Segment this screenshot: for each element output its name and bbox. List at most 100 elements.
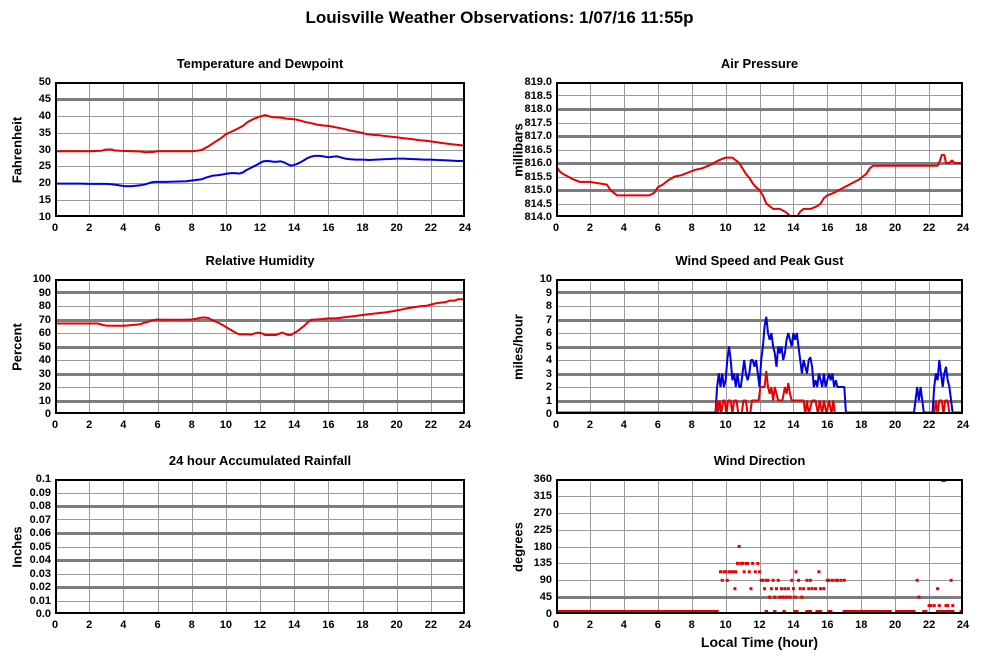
relative-humidity-series-humidity [55,298,465,336]
relative-humidity-xtick-label: 14 [288,419,301,431]
temperature-dewpoint-ytick-label: 40 [38,109,51,122]
accumulated-rainfall-ytick-label: 0.1 [35,473,51,485]
relative-humidity-ytick-label: 10 [38,394,51,407]
relative-humidity-ytick-label: 60 [38,327,51,339]
wind-direction-xtick-label: 8 [688,619,695,631]
air-pressure-ytick-label: 814.5 [524,197,552,210]
accumulated-rainfall-xtick-label: 8 [188,619,195,631]
relative-humidity-xtick-label: 24 [458,419,472,431]
wind-speed-peak-gust-ytick-label: 9 [545,286,552,299]
wind-speed-peak-gust-ytick-label: 10 [539,273,552,285]
air-pressure-ytick-label: 817.0 [524,130,552,142]
wind-direction-ytick-label: 135 [533,557,552,570]
air-pressure-ytick-label: 818.5 [524,89,552,102]
relative-humidity-xtick-label: 0 [51,419,59,431]
wind-direction-xtick-label: 2 [586,619,593,631]
relative-humidity-ytick-label: 90 [38,286,51,299]
air-pressure-xtick-label: 20 [889,222,902,234]
wind-direction-xtick-label: 12 [753,619,766,631]
temperature-dewpoint-ytick-label: 15 [38,194,51,207]
wind-speed-peak-gust-xtick-label: 18 [855,419,868,431]
air-pressure-xtick-label: 16 [821,222,834,234]
accumulated-rainfall-xtick-label: 4 [120,619,127,631]
wind-direction-ytick-label: 360 [533,473,552,485]
wind-direction-ytick-label: 180 [533,540,552,553]
accumulated-rainfall-xtick-label: 14 [288,619,301,631]
accumulated-rainfall-xtick-label: 2 [86,619,93,631]
temperature-dewpoint-plot-area [55,82,465,217]
wind-speed-peak-gust-ytick-label: 6 [545,327,552,339]
wind-direction-ytick-label: 90 [539,574,552,587]
wind-speed-peak-gust-xtick-label: 6 [654,419,661,431]
temperature-dewpoint-xtick-label: 14 [288,222,301,234]
accumulated-rainfall-ytick-label: 0.04 [29,554,51,566]
air-pressure-title: Air Pressure [720,56,799,71]
accumulated-rainfall-xtick-label: 18 [356,619,369,631]
accumulated-rainfall-xtick-label: 24 [458,619,472,631]
air-pressure-xtick-label: 0 [552,222,560,234]
relative-humidity-ytick-label: 50 [38,340,51,353]
temperature-dewpoint-xtick-label: 18 [356,222,369,234]
wind-direction-xtick-label: 22 [922,619,936,631]
relative-humidity-xtick-label: 10 [219,419,232,431]
air-pressure-ytick-label: 816.5 [524,143,552,156]
wind-speed-peak-gust-series-peak-gust [556,316,963,414]
wind-speed-peak-gust-ytick-label: 2 [545,381,552,393]
relative-humidity-ytick-label: 20 [38,381,51,393]
relative-humidity-xtick-label: 16 [322,419,335,431]
wind-direction-xtick-label: 18 [855,619,868,631]
wind-direction-ytick-label: 45 [539,591,552,604]
wind-direction-ytick-label: 270 [533,506,552,519]
wind-direction-xtick-label: 6 [654,619,661,631]
accumulated-rainfall-ytick-label: 0.05 [29,540,51,553]
temperature-dewpoint-xtick-label: 6 [154,222,161,234]
wind-speed-peak-gust-xtick-label: 2 [586,419,593,431]
temperature-dewpoint-xtick-label: 4 [120,222,127,234]
accumulated-rainfall-xtick-label: 16 [322,619,335,631]
temperature-dewpoint-ytick-label: 45 [38,92,51,105]
air-pressure-plot-area [556,82,963,217]
wind-speed-peak-gust-xtick-label: 24 [956,419,970,431]
air-pressure-xtick-label: 8 [688,222,695,234]
wind-speed-peak-gust-title: Wind Speed and Peak Gust [675,253,844,268]
wind-direction-xtick-label: 4 [620,619,627,631]
temperature-dewpoint-ytick-label: 50 [38,76,51,88]
accumulated-rainfall-xtick-label: 10 [219,619,232,631]
relative-humidity-ytick-label: 0 [44,408,51,420]
air-pressure-ytick-label: 814.0 [524,211,552,223]
accumulated-rainfall-xtick-label: 22 [424,619,437,631]
air-pressure-ytick-label: 817.5 [524,116,552,129]
temperature-dewpoint-xtick-label: 2 [86,222,93,234]
air-pressure-ytick-label: 816.0 [524,157,552,169]
accumulated-rainfall-ytick-label: 0.02 [29,581,51,593]
wind-direction-xtick-label: 24 [956,619,970,631]
wind-speed-peak-gust-xtick-label: 4 [620,419,627,431]
air-pressure-xtick-label: 14 [787,222,800,234]
temperature-dewpoint-ytick-label: 25 [38,160,51,173]
temperature-dewpoint-xtick-label: 20 [390,222,403,234]
wind-direction-ytick-label: 315 [533,489,552,502]
accumulated-rainfall-ytick-label: 0.08 [29,500,51,512]
temperature-dewpoint-ytick-label: 20 [38,177,51,190]
wind-direction-xtick-label: 14 [787,619,800,631]
wind-speed-peak-gust-xtick-label: 10 [719,419,732,431]
accumulated-rainfall-title: 24 hour Accumulated Rainfall [168,453,352,468]
accumulated-rainfall-xtick-label: 20 [390,619,403,631]
air-pressure-xtick-label: 4 [620,222,627,234]
wind-direction-xtick-label: 0 [552,619,560,631]
accumulated-rainfall-ytick-label: 0.01 [29,594,51,607]
wind-speed-peak-gust-ytick-label: 5 [545,340,552,353]
wind-direction-ytick-label: 225 [533,523,552,536]
wind-speed-peak-gust-ytick-label: 1 [545,394,552,407]
relative-humidity-xtick-label: 12 [253,419,267,431]
wind-direction-ytick-label: 0 [545,608,552,620]
temperature-dewpoint-series-temperature [55,114,465,154]
wind-direction-xtick-label: 10 [719,619,732,631]
relative-humidity-xtick-label: 6 [154,419,161,431]
wind-speed-peak-gust-series-wind-speed [556,370,963,414]
relative-humidity-xtick-label: 2 [86,419,93,431]
wind-speed-peak-gust-xtick-label: 22 [922,419,936,431]
accumulated-rainfall-ytick-label: 0.0 [35,608,51,620]
accumulated-rainfall-xtick-label: 0 [51,619,59,631]
